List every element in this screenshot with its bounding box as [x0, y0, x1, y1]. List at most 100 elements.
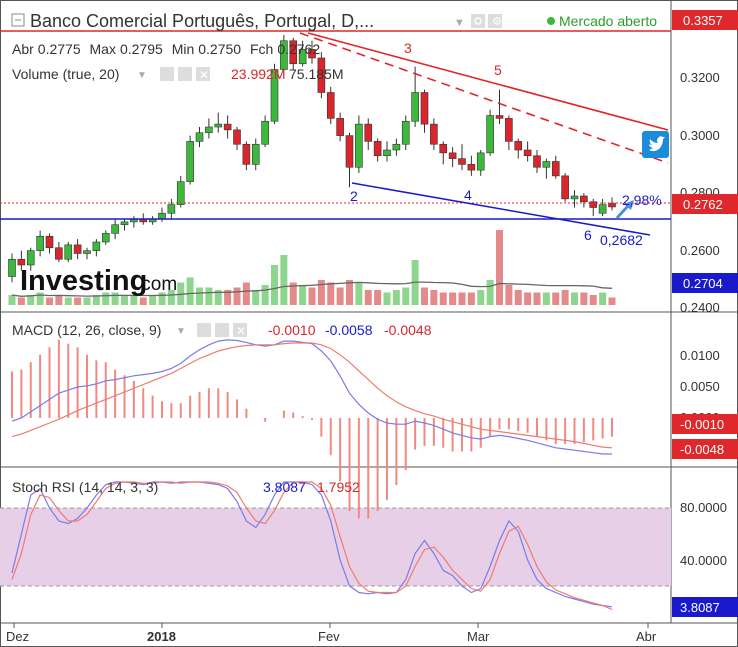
- candle-body: [411, 92, 419, 122]
- volume-bar: [439, 292, 447, 305]
- volume-bar: [430, 290, 438, 305]
- volume-bar: [571, 292, 578, 305]
- candle: [111, 219, 119, 240]
- candle-body: [383, 149, 391, 157]
- svg-text:0.0050: 0.0050: [680, 379, 720, 394]
- candle: [64, 242, 73, 263]
- svg-text:1.7952: 1.7952: [317, 479, 360, 495]
- market-status-dot: [547, 17, 555, 25]
- settings-icon[interactable]: [215, 323, 229, 337]
- title-toolbar[interactable]: ⚙: [471, 14, 502, 28]
- candle: [542, 158, 551, 179]
- candle: [251, 138, 260, 171]
- eye-icon[interactable]: [160, 67, 174, 81]
- candle-body: [561, 175, 569, 200]
- candle: [373, 138, 382, 162]
- volume-bar: [261, 285, 269, 305]
- investing-logo: Investing .com: [20, 265, 177, 297]
- macd-dropdown-icon[interactable]: ▼: [176, 326, 186, 337]
- volume-bar: [383, 292, 391, 305]
- settings-icon[interactable]: [178, 67, 192, 81]
- candle: [570, 190, 579, 208]
- time-axis: Dez 2018 Fev Mar Abr: [6, 623, 657, 644]
- candle-body: [373, 141, 382, 157]
- signal-line: [11, 342, 613, 449]
- candle-body: [420, 92, 429, 125]
- x-label-dez: Dez: [6, 629, 29, 644]
- candle: [326, 86, 335, 125]
- volume-bar: [355, 282, 363, 305]
- volume-dropdown-icon[interactable]: ▼: [137, 70, 147, 81]
- eye-icon[interactable]: [471, 14, 485, 28]
- volume-badge: [672, 273, 738, 293]
- candle-body: [486, 115, 494, 154]
- candle-body: [598, 204, 607, 214]
- candle-body: [176, 181, 185, 205]
- svg-text:80.0000: 80.0000: [680, 500, 727, 515]
- x-label-abr: Abr: [636, 629, 657, 644]
- candle: [205, 118, 213, 139]
- candle: [17, 250, 26, 271]
- eye-icon[interactable]: [197, 323, 211, 337]
- volume-bar: [336, 287, 344, 305]
- macd-header: MACD (12, 26, close, 9) ▼ ✕ -0.0010 -0.0…: [12, 322, 432, 338]
- main-price-axis: 0.3200 0.3000 0.2800 0.2600 0.2400 0.335…: [672, 10, 738, 315]
- candle: [448, 147, 457, 168]
- candle-body: [608, 202, 616, 208]
- candle-body: [570, 195, 579, 200]
- candle-body: [355, 123, 363, 168]
- candle-body: [223, 123, 232, 131]
- candle: [148, 216, 157, 225]
- volume-bar: [242, 282, 250, 305]
- svg-text:75.185M: 75.185M: [289, 66, 343, 82]
- wave-label-3: 3: [404, 40, 412, 56]
- chart-title: Banco Comercial Português, Portugal, D,.…: [30, 11, 374, 31]
- candle: [26, 247, 35, 271]
- candle: [476, 150, 485, 176]
- candle-body: [317, 57, 326, 93]
- candle: [186, 135, 194, 185]
- candle-body: [467, 164, 476, 171]
- candle-body: [458, 158, 466, 165]
- settings-icon[interactable]: [488, 14, 502, 28]
- volume-bar: [205, 287, 213, 305]
- candle: [401, 115, 410, 150]
- candle-body: [186, 141, 194, 182]
- candle: [589, 198, 598, 217]
- candle: [120, 219, 129, 231]
- volume-bar: [514, 290, 522, 305]
- candle: [45, 233, 54, 254]
- candle-body: [242, 143, 251, 165]
- candle: [195, 127, 204, 148]
- candle-body: [233, 129, 241, 145]
- volume-bar: [224, 290, 232, 305]
- svg-text:0.2400: 0.2400: [680, 300, 720, 315]
- top-price-badge: [672, 10, 738, 30]
- candle: [270, 63, 279, 125]
- title-dropdown-icon[interactable]: ▼: [454, 17, 465, 29]
- close-icon[interactable]: [233, 323, 247, 337]
- candle: [83, 247, 91, 260]
- candle: [308, 40, 316, 64]
- volume-bar: [252, 290, 260, 305]
- close-icon[interactable]: [196, 67, 210, 81]
- volume-bar: [505, 285, 513, 305]
- volume-bar: [46, 297, 53, 305]
- svg-text:-0.0058: -0.0058: [325, 322, 373, 338]
- svg-text:-0.0048: -0.0048: [384, 322, 432, 338]
- twitter-button[interactable]: [642, 131, 669, 158]
- svg-text:Stoch RSI (14, 14, 3, 3): Stoch RSI (14, 14, 3, 3): [12, 479, 158, 495]
- volume-bar: [580, 292, 588, 305]
- candle-body: [533, 155, 541, 168]
- svg-text:✕: ✕: [236, 324, 246, 338]
- candle: [523, 141, 532, 162]
- candle: [242, 141, 251, 171]
- candle-body: [551, 161, 560, 177]
- trend-upper-line: [307, 32, 669, 131]
- stoch-d-line: [11, 481, 613, 610]
- candle-body: [158, 212, 166, 220]
- volume-bar: [561, 290, 569, 305]
- x-label-mar: Mar: [467, 629, 490, 644]
- candle-body: [476, 152, 485, 171]
